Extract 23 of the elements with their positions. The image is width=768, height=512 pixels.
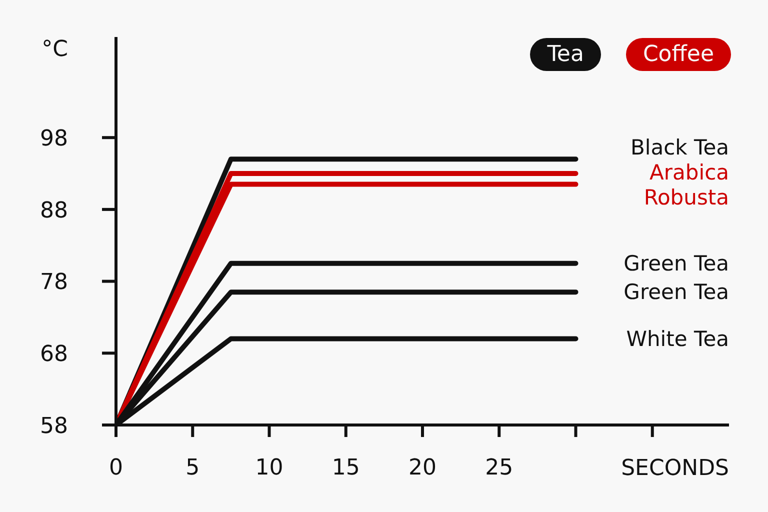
- y-tick-label: 58: [40, 414, 68, 439]
- y-tick-label: 88: [40, 198, 68, 224]
- text: Robusta: [644, 185, 729, 210]
- annotation: Coffee: [642, 42, 714, 67]
- tag-pill: Tea: [530, 38, 601, 71]
- x-tick-label: 25: [485, 456, 514, 481]
- x-tick-label: 5: [186, 456, 200, 481]
- text: Black Tea: [630, 135, 729, 160]
- x-tick-label: 10: [255, 456, 284, 481]
- x-tick-label: 20: [408, 456, 436, 481]
- y-axis-title: °C: [42, 36, 68, 62]
- y-tick-label: 68: [40, 342, 68, 367]
- text: Green Tea: [624, 280, 729, 304]
- text: Arabica: [650, 160, 729, 184]
- x-tick-label: 15: [332, 456, 360, 481]
- annotation: Tea: [547, 42, 584, 67]
- y-tick-label: 98: [40, 126, 68, 152]
- tag-pill: Coffee: [626, 38, 731, 71]
- y-tick-label: 78: [40, 270, 68, 296]
- x-tick-label: 0: [109, 456, 123, 481]
- text: Green Tea: [624, 251, 729, 276]
- x-axis-title: SECONDS: [621, 456, 729, 480]
- text: White Tea: [626, 326, 729, 351]
